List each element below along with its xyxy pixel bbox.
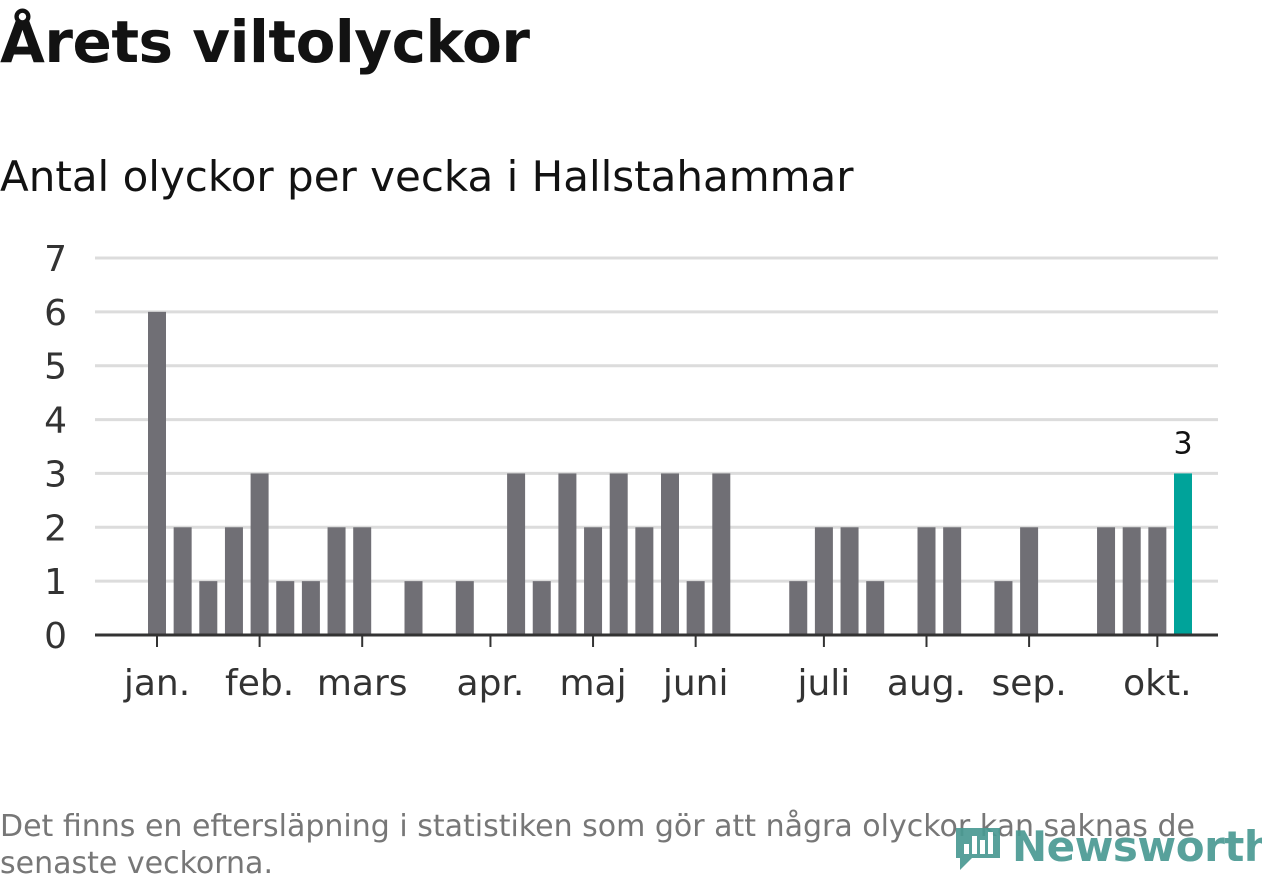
bar-chart: 0 1 2 3 4 5 6 7 jan. feb. mars apr. maj juni juli aug. s… [44, 239, 1218, 704]
bar [584, 527, 603, 635]
x-tick-label: juni [662, 663, 729, 704]
bar [1020, 527, 1039, 635]
x-tick-label: jan. [123, 663, 190, 704]
y-tick-label: 0 [44, 616, 67, 657]
bar [661, 473, 679, 635]
y-tick-label: 1 [44, 562, 67, 603]
bar [609, 473, 628, 635]
bar [1148, 527, 1167, 635]
bar [840, 527, 859, 635]
bar [686, 581, 705, 635]
bar [301, 581, 320, 635]
bar [712, 473, 731, 635]
x-tick-label: maj [559, 663, 626, 704]
x-tick-label: sep. [991, 663, 1066, 704]
bar [558, 473, 577, 635]
bar [1097, 527, 1116, 635]
bar [276, 581, 295, 635]
bar [917, 527, 936, 635]
bar [532, 581, 551, 635]
bar [327, 527, 346, 635]
y-tick-label: 5 [44, 347, 67, 388]
x-tick-label: juli [796, 663, 850, 704]
bar [866, 581, 885, 635]
bar [814, 527, 833, 635]
x-tick-label: aug. [887, 663, 966, 704]
bar [404, 581, 423, 635]
bar [789, 581, 808, 635]
bar [148, 311, 166, 635]
bar [455, 581, 474, 635]
bar [507, 473, 526, 635]
bar [635, 527, 654, 635]
x-tick-label: okt. [1123, 663, 1191, 704]
y-tick-label: 3 [44, 454, 67, 495]
x-tick-label: mars [317, 663, 408, 704]
chart-subtitle: Antal olyckor per vecka i Hallstahammar [0, 152, 854, 201]
bar [173, 527, 192, 635]
bar [353, 527, 372, 635]
bar [224, 527, 243, 635]
y-tick-label: 6 [44, 293, 67, 334]
bar [199, 581, 218, 635]
data-label: 3 [1173, 426, 1192, 461]
bar [994, 581, 1013, 635]
bar-highlight [1174, 473, 1192, 635]
y-tick-label: 7 [44, 239, 67, 280]
y-tick-label: 2 [44, 508, 67, 549]
logo-text: Newsworthy [1012, 821, 1262, 871]
bar [250, 473, 269, 635]
newsworthy-logo-icon [956, 828, 1000, 870]
x-tick-label: apr. [457, 663, 525, 704]
bar [943, 527, 962, 635]
newsworthy-logo: Newsworthy [950, 818, 1262, 874]
y-tick-label: 4 [44, 401, 67, 442]
x-tick-label: feb. [225, 663, 294, 704]
chart-title: Årets viltolyckor [0, 8, 530, 76]
bar [1122, 527, 1141, 635]
